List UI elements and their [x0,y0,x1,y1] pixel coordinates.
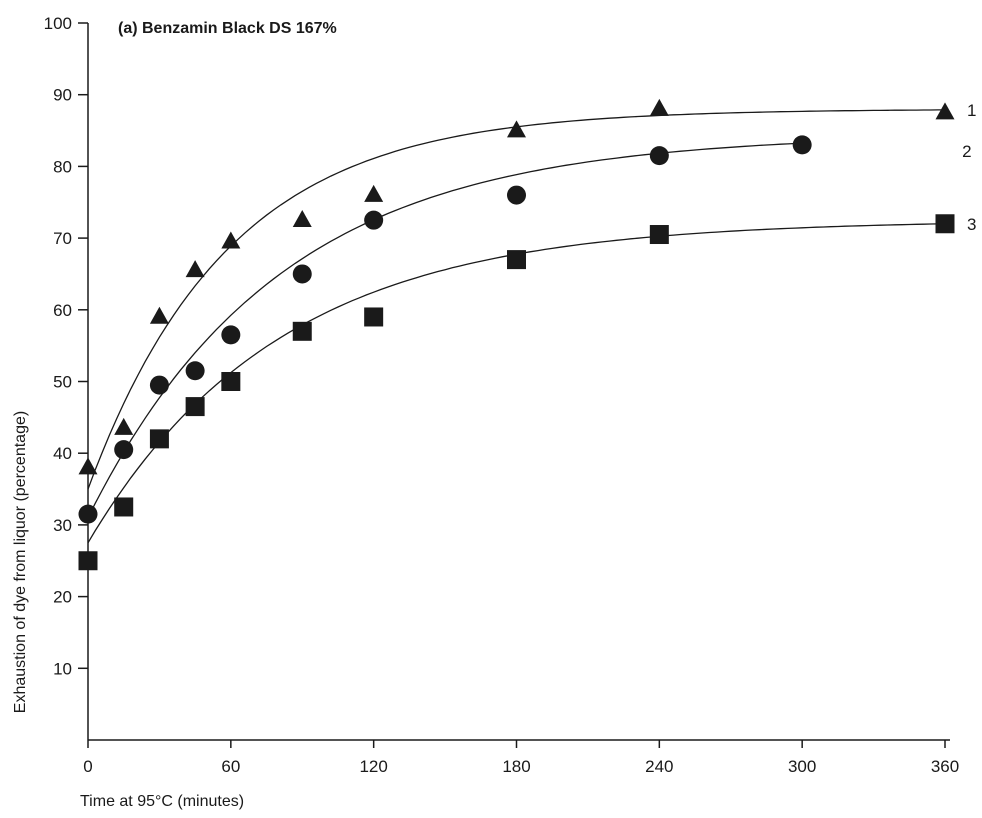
y-tick-label: 70 [53,229,72,248]
data-point-triangle [114,417,134,435]
data-point-square [149,429,169,449]
data-point-square [935,214,955,234]
data-point-circle [221,325,241,345]
x-axis-label: Time at 95°C (minutes) [80,793,244,810]
data-point-triangle [364,184,384,202]
fit-curve-2 [87,142,803,518]
x-tick-label: 0 [83,757,92,776]
y-tick-label: 50 [53,373,72,392]
y-tick-label: 30 [53,516,72,535]
data-point-square [221,372,241,391]
x-tick-label: 120 [359,757,387,776]
y-tick-label: 40 [53,444,72,463]
series-label-2: 2 [962,142,971,161]
data-point-square [364,307,384,327]
data-point-circle [792,135,812,155]
data-point-circle [649,146,669,166]
data-point-triangle [185,260,205,278]
series-label-1: 1 [967,101,976,120]
data-point-square [507,250,526,270]
data-point-square [185,397,205,417]
data-point-triangle [292,209,312,227]
fit-curve-3 [87,223,946,544]
series-labels: 1 2 3 [962,101,976,234]
data-point-circle [507,185,526,205]
data-point-circle [364,210,384,230]
x-tick-label: 240 [645,757,673,776]
data-point-circle [292,264,312,284]
data-point-square [78,551,98,571]
data-point-square [649,225,669,245]
chart-title: (a) Benzamin Black DS 167% [118,20,337,37]
x-tick-label: 360 [931,757,959,776]
data-point-circle [149,375,169,395]
y-tick-label: 90 [53,86,72,105]
data-point-square [114,497,134,517]
fit-curves [87,109,946,544]
data-point-triangle [649,98,669,116]
y-tick-label: 80 [53,157,72,176]
y-axis-label: Exhaustion of dye from liquor (percentag… [12,411,29,713]
data-point-triangle [221,231,241,249]
fit-curve-1 [87,109,945,490]
data-points [78,98,955,571]
data-point-triangle [507,120,526,138]
data-point-square [292,321,312,341]
data-point-circle [114,440,134,460]
data-point-triangle [935,102,955,120]
y-tick-label: 100 [44,14,72,33]
y-tick-label: 60 [53,301,72,320]
x-tick-label: 180 [502,757,530,776]
data-point-circle [78,504,98,524]
y-tick-label: 10 [53,659,72,678]
x-tick-label: 300 [788,757,816,776]
data-point-triangle [149,306,169,324]
tick-marks: 10 20 30 40 50 60 70 80 90 100 0 60 120 180 240 300 360 [44,14,960,776]
data-point-circle [185,361,205,381]
data-point-triangle [78,457,98,475]
series-label-3: 3 [967,215,976,234]
x-tick-label: 60 [221,757,240,776]
y-tick-label: 20 [53,588,72,607]
